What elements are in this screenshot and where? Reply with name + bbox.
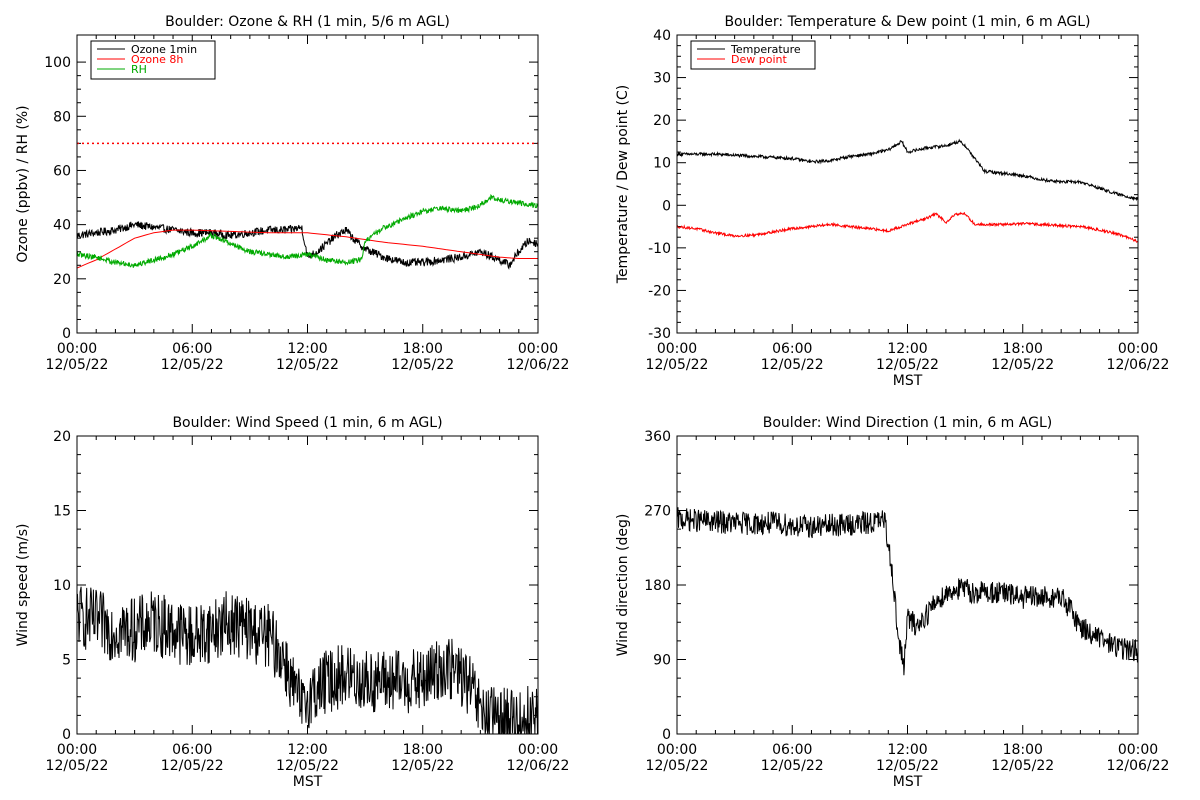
chart-title: Boulder: Wind Direction (1 min, 6 m AGL) (763, 415, 1052, 431)
x-tick-label-time: 06:00 (772, 341, 812, 357)
x-tick-label-date: 12/05/22 (646, 357, 709, 373)
y-tick-label: 40 (53, 218, 71, 234)
x-tick-label-time: 00:00 (1118, 742, 1158, 758)
y-tick-label: 20 (53, 429, 71, 445)
y-tick-label: 180 (644, 578, 671, 594)
series-line-temperature (677, 138, 1138, 202)
y-tick-label: 0 (662, 727, 671, 743)
x-tick-label-time: 00:00 (657, 742, 697, 758)
x-tick-label-date: 12/05/22 (761, 758, 824, 774)
x-tick-label-time: 12:00 (887, 742, 927, 758)
x-tick-label-date: 12/05/22 (391, 758, 454, 774)
y-tick-label: 0 (62, 727, 71, 743)
y-axis-label: Ozone (ppbv) / RH (%) (15, 105, 31, 262)
x-axis-label: MST (893, 774, 923, 790)
x-tick-label-time: 06:00 (772, 742, 812, 758)
x-tick-label-date: 12/05/22 (46, 758, 109, 774)
x-tick-label-time: 18:00 (403, 341, 443, 357)
y-tick-label: 5 (62, 653, 71, 669)
legend-box (90, 40, 216, 80)
y-tick-label: -20 (648, 283, 671, 299)
x-tick-label-date: 12/05/22 (991, 357, 1054, 373)
x-tick-label-time: 18:00 (1003, 341, 1043, 357)
series-line (677, 507, 1138, 676)
chart-title: Boulder: Temperature & Dew point (1 min,… (724, 14, 1090, 30)
y-tick-label: 20 (53, 272, 71, 288)
chart-panels: Boulder: Ozone & RH (1 min, 5/6 m AGL) Oz… (15, 14, 1169, 790)
x-tick-label-date: 12/05/22 (391, 357, 454, 373)
y-tick-label: 60 (53, 163, 71, 179)
y-tick-label: -10 (648, 241, 671, 257)
y-tick-label: 20 (653, 113, 671, 129)
legend-label: Temperature (730, 43, 801, 56)
legend-label: Ozone 1min (131, 43, 197, 56)
x-tick-label-date: 12/05/22 (276, 758, 339, 774)
x-tick-label-time: 12:00 (287, 341, 327, 357)
plot-frame (676, 435, 1139, 735)
x-tick-label-time: 00:00 (518, 742, 558, 758)
chart-title: Boulder: Ozone & RH (1 min, 5/6 m AGL) (165, 14, 450, 30)
y-axis-label: Wind direction (deg) (615, 514, 631, 657)
x-tick-label-date: 12/05/22 (991, 758, 1054, 774)
series-line-ozone-8h (77, 229, 538, 269)
y-tick-label: 80 (53, 109, 71, 125)
y-tick-label: 30 (653, 71, 671, 87)
plot-frame (76, 34, 539, 334)
y-axis-label: Wind speed (m/s) (15, 524, 31, 647)
x-tick-label-date: 12/05/22 (276, 357, 339, 373)
chart-panel-2: Boulder: Temperature & Dew point (1 min,… (615, 14, 1169, 389)
x-tick-label-date: 12/06/22 (507, 357, 570, 373)
x-axis-label: MST (293, 774, 323, 790)
chart-title: Boulder: Wind Speed (1 min, 6 m AGL) (172, 415, 442, 431)
y-tick-label: 100 (44, 55, 71, 71)
legend-label: Dew point (731, 53, 787, 66)
series-line-ozone-1min (77, 221, 538, 270)
x-tick-label-date: 12/05/22 (876, 357, 939, 373)
legend-label: RH (131, 63, 147, 76)
x-tick-label-date: 12/05/22 (46, 357, 109, 373)
y-tick-label: 0 (62, 326, 71, 342)
x-tick-label-date: 12/06/22 (1107, 758, 1170, 774)
legend-box (690, 40, 816, 70)
x-tick-label-date: 12/05/22 (761, 357, 824, 373)
x-tick-label-time: 00:00 (518, 341, 558, 357)
y-tick-label: -30 (648, 326, 671, 342)
series-line-rh (77, 194, 538, 268)
series-line (77, 586, 538, 734)
x-tick-label-date: 12/05/22 (161, 758, 224, 774)
chart-panel-3: Boulder: Wind Speed (1 min, 6 m AGL) Wind… (15, 415, 569, 790)
x-tick-label-time: 06:00 (172, 341, 212, 357)
y-tick-label: 10 (653, 156, 671, 172)
y-tick-label: 15 (53, 504, 71, 520)
legend-label: Ozone 8h (131, 53, 183, 66)
y-tick-label: 90 (653, 653, 671, 669)
x-tick-label-date: 12/06/22 (1107, 357, 1170, 373)
x-tick-label-time: 12:00 (887, 341, 927, 357)
x-tick-label-date: 12/05/22 (161, 357, 224, 373)
y-tick-label: 360 (644, 429, 671, 445)
chart-panel-1: Boulder: Ozone & RH (1 min, 5/6 m AGL) Oz… (15, 14, 569, 373)
y-axis-label: Temperature / Dew point (C) (615, 85, 631, 284)
x-tick-label-date: 12/06/22 (507, 758, 570, 774)
plot-frame (676, 34, 1139, 334)
y-tick-label: 0 (662, 198, 671, 214)
x-tick-label-time: 12:00 (287, 742, 327, 758)
y-tick-label: 40 (653, 28, 671, 44)
x-tick-label-time: 18:00 (1003, 742, 1043, 758)
x-tick-label-time: 00:00 (657, 341, 697, 357)
x-tick-label-date: 12/05/22 (876, 758, 939, 774)
x-tick-label-time: 00:00 (57, 742, 97, 758)
series-line-dew-point (677, 211, 1138, 243)
x-tick-label-time: 00:00 (57, 341, 97, 357)
plot-frame (76, 435, 539, 735)
x-tick-label-date: 12/05/22 (646, 758, 709, 774)
x-tick-label-time: 06:00 (172, 742, 212, 758)
x-tick-label-time: 00:00 (1118, 341, 1158, 357)
y-tick-label: 10 (53, 578, 71, 594)
x-tick-label-time: 18:00 (403, 742, 443, 758)
chart-panel-4: Boulder: Wind Direction (1 min, 6 m AGL)… (615, 415, 1169, 790)
x-axis-label: MST (893, 373, 923, 389)
y-tick-label: 270 (644, 504, 671, 520)
